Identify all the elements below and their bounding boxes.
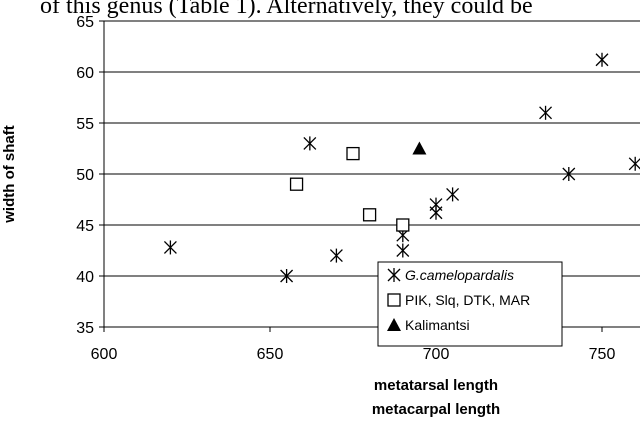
- data-points: [163, 52, 640, 283]
- x-tick-label: 600: [91, 346, 118, 363]
- data-point: [446, 187, 460, 202]
- legend-label-g-camelopardalis: G.camelopardalis: [405, 267, 514, 283]
- data-point: [280, 269, 294, 283]
- data-point: [396, 218, 410, 232]
- legend-box: [377, 261, 563, 347]
- data-point: [362, 208, 377, 222]
- x-tick-label: 650: [257, 346, 284, 363]
- legend-marker: [387, 293, 401, 307]
- y-tick-label: 35: [76, 320, 94, 337]
- legend-marker: [387, 318, 401, 331]
- y-tick-label: 65: [76, 14, 94, 31]
- x-tick-labels: 600650700750800: [91, 346, 616, 363]
- legend-label-kalimantsi: Kalimantsi: [405, 317, 470, 333]
- y-tick-label: 40: [76, 269, 94, 286]
- data-point: [562, 167, 576, 181]
- legend-markers: [387, 268, 401, 331]
- background-top-line: of this genus (Table 1). Alternatively, …: [40, 0, 533, 19]
- x-axis-title: metatarsal length: [374, 377, 498, 394]
- data-point: [163, 240, 177, 255]
- x-tick-label: 750: [589, 346, 616, 363]
- y-tick-label: 60: [76, 65, 94, 82]
- data-point: [303, 136, 317, 151]
- legend-label-pik-group: PIK, Slq, DTK, MAR: [405, 292, 530, 308]
- data-point: [289, 177, 304, 191]
- y-axis-title: width of shaft: [1, 125, 18, 224]
- legend-marker: [387, 268, 401, 282]
- data-point: [346, 146, 360, 161]
- data-point: [396, 243, 410, 258]
- y-tick-label: 50: [76, 167, 94, 184]
- data-point: [628, 156, 640, 171]
- data-point: [595, 52, 609, 67]
- y-tick-labels: 35 40 45 50 55 60 65: [76, 14, 94, 337]
- data-point: [412, 141, 427, 155]
- x-tick-label: 700: [423, 346, 450, 363]
- legend: G.camelopardalis PIK, Slq, DTK, MAR Kali…: [377, 261, 563, 347]
- y-tick-label: 45: [76, 218, 94, 235]
- data-point: [539, 105, 553, 120]
- x-axis-title-2: metacarpal length: [372, 401, 500, 418]
- y-tick-label: 55: [76, 116, 94, 133]
- data-point: [329, 248, 343, 263]
- data-point: [429, 197, 443, 212]
